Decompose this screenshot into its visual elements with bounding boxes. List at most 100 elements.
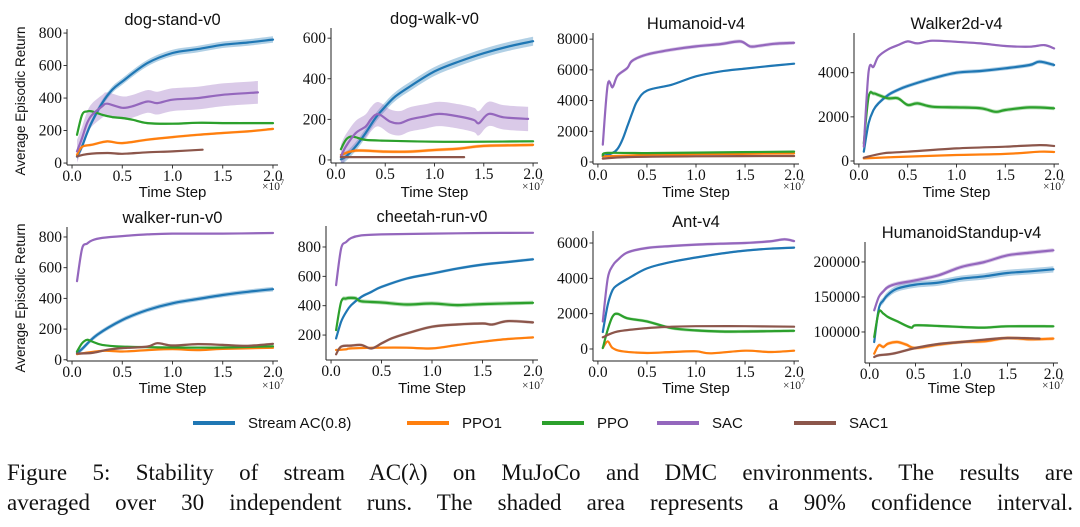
x-tick-label: 2.0 (523, 166, 543, 183)
y-tick-label: 4000 (818, 65, 849, 82)
x-offset-exponent: 7 (540, 377, 544, 386)
x-offset-exponent: 7 (540, 178, 544, 187)
x-tick-label: 1.0 (163, 364, 183, 381)
y-tick-label: 4000 (557, 270, 588, 287)
line-sac1 (75, 342, 275, 355)
plot-area (335, 231, 535, 356)
x-tick-label: 0.0 (62, 364, 82, 381)
y-tick-label: 2000 (557, 306, 588, 323)
x-offset-base: ×10 (522, 181, 540, 193)
legend-swatch (193, 421, 235, 425)
subplot-humanoid-v4: 0.0 0.5 1.0 1.5 2.0 0 2000 4000 6000 8000 Humanoid… (557, 15, 805, 201)
x-offset-exponent: 7 (280, 377, 284, 386)
x-tick-label: 1.0 (947, 167, 967, 184)
x-tick-label: 0.5 (906, 366, 926, 383)
x-offset-exponent: 7 (801, 377, 805, 386)
y-axis-label: Average Episodic Return (13, 223, 28, 372)
ci-band-stream-ac-0-8 (340, 36, 534, 163)
y-tick-label: 0 (318, 152, 326, 169)
x-tick-label: 1.5 (474, 166, 494, 183)
subplot-cheetah-run-v0: 0.0 0.5 1.0 1.5 2.0 200 400 600 800 cheetah-run-v… (298, 208, 544, 397)
line-ppo1 (75, 127, 275, 156)
ci-band-stream-ac-0-8 (602, 62, 795, 158)
x-axis-label: Time Step (401, 184, 469, 201)
y-tick-label: 600 (298, 268, 322, 285)
legend-item-ppo: PPO (542, 412, 629, 434)
x-tick-label: 1.5 (213, 168, 233, 185)
subplot-walker-run-v0: 0.0 0.5 1.0 1.5 2.0 0 200 400 600 800 walker-run-v… (13, 209, 284, 397)
ci-band-stream-ac-0-8 (863, 59, 1055, 154)
legend-label: SAC (712, 414, 743, 432)
figure-caption-line-1: Figure 5: Stability of stream AC(λ) on M… (7, 460, 1073, 485)
y-tick-label: 800 (298, 239, 322, 256)
y-tick-label: 8000 (557, 31, 588, 48)
y-tick-label: 0 (841, 153, 849, 170)
x-axis-offset-label: ×107 (1042, 377, 1064, 392)
x-tick-label: 0.0 (849, 167, 869, 184)
line-sac (335, 231, 535, 287)
line-ppo (873, 309, 1055, 339)
x-axis-label: Time Step (923, 184, 991, 201)
x-tick-label: 0.0 (860, 366, 880, 383)
subplot-title: Walker2d-v4 (911, 15, 1003, 33)
x-tick-label: 1.0 (686, 167, 706, 184)
line-sac (601, 238, 796, 323)
ci-band-sac1 (336, 319, 533, 356)
legend-label: Stream AC(0.8) (248, 414, 352, 432)
ci-band-sac (340, 101, 529, 163)
y-tick-label: 4000 (557, 93, 588, 110)
legend-swatch (407, 421, 449, 425)
legend-label: PPO (597, 414, 629, 432)
y-tick-label: 150000 (814, 289, 861, 306)
y-tick-label: 600 (303, 30, 327, 47)
subplot-title: walker-run-v0 (122, 209, 223, 227)
x-tick-label: 0.0 (588, 364, 608, 381)
y-tick-label: 200 (298, 327, 322, 344)
x-tick-label: 0.0 (321, 363, 341, 380)
y-tick-label: 0 (54, 155, 62, 172)
legend-item-sac1: SAC1 (794, 412, 888, 434)
x-tick-label: 1.5 (998, 366, 1018, 383)
line-ppo (601, 312, 796, 350)
y-tick-label: 2000 (818, 109, 849, 126)
x-tick-label: 1.0 (686, 364, 706, 381)
x-tick-label: 1.5 (473, 363, 493, 380)
line-sac (75, 231, 275, 283)
y-tick-label: 2000 (557, 123, 588, 140)
line-sac1 (862, 143, 1056, 159)
y-tick-label: 6000 (557, 235, 588, 252)
line-sac (862, 39, 1056, 148)
x-offset-exponent: 7 (280, 178, 284, 187)
plot-area (75, 36, 275, 163)
x-offset-base: ×10 (783, 380, 801, 392)
x-axis-offset-label: ×107 (783, 178, 805, 193)
line-sac (75, 91, 259, 153)
x-axis-label: Time Step (662, 184, 730, 201)
line-ppo (339, 135, 535, 151)
y-tick-label: 200 (39, 321, 63, 338)
x-axis-offset-label: ×107 (1043, 178, 1065, 193)
line-ppo1 (339, 143, 535, 156)
x-axis-label: Time Step (398, 380, 466, 397)
line-sac1 (601, 154, 796, 160)
x-tick-label: 1.0 (952, 366, 972, 383)
x-tick-label: 0.5 (372, 363, 392, 380)
line-sac1 (601, 325, 796, 339)
legend-item-sac: SAC (657, 412, 743, 434)
line-ppo (601, 150, 796, 157)
x-tick-label: 2.0 (1044, 366, 1064, 383)
x-tick-label: 2.0 (263, 364, 283, 381)
x-tick-label: 0.0 (588, 167, 608, 184)
y-tick-label: 200 (303, 111, 327, 128)
line-ppo1 (601, 152, 796, 158)
plot-area (339, 36, 535, 163)
x-tick-label: 2.0 (1044, 167, 1064, 184)
x-offset-base: ×10 (783, 181, 801, 193)
y-tick-label: 400 (39, 90, 63, 107)
x-axis-offset-label: ×107 (262, 178, 284, 193)
x-tick-label: 2.0 (784, 364, 804, 381)
line-ppo1 (601, 340, 796, 355)
figure-caption-line-2: averaged over 30 independent runs. The s… (7, 490, 1073, 515)
line-sac1 (335, 319, 535, 356)
line-stream-ac-0-8 (335, 258, 535, 340)
